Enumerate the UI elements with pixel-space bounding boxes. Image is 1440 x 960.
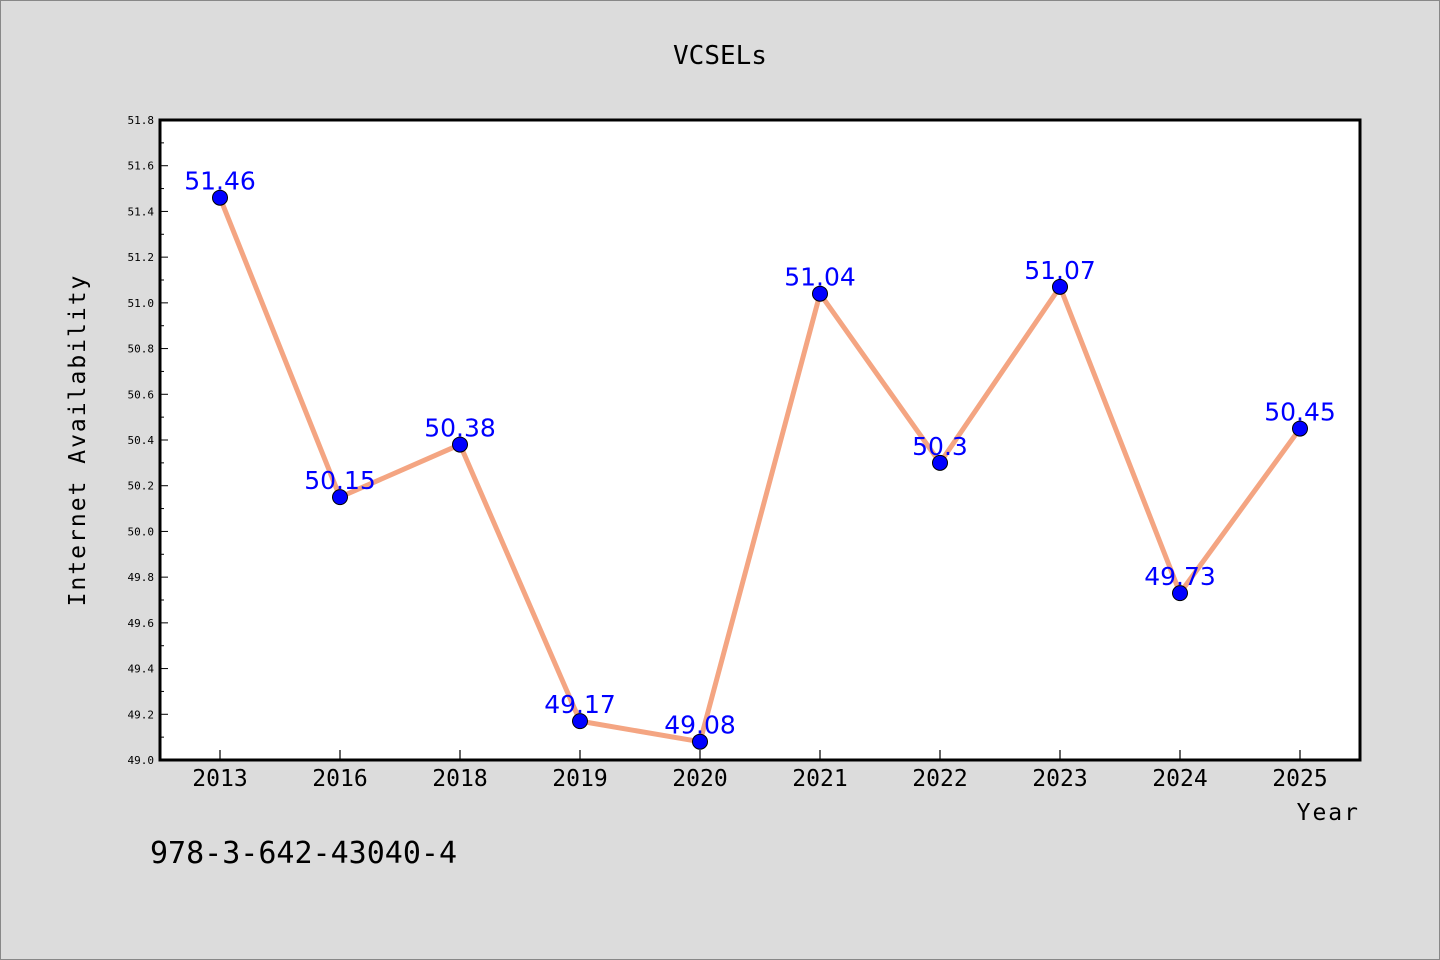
y-tick-label: 49.2 xyxy=(128,708,155,721)
data-label: 50.3 xyxy=(912,432,968,461)
data-label: 50.45 xyxy=(1264,398,1336,427)
data-point-marker xyxy=(692,733,708,750)
data-point-marker xyxy=(932,454,948,471)
y-tick-label: 50.8 xyxy=(128,343,155,356)
data-label: 49.08 xyxy=(664,711,736,740)
data-label: 51.46 xyxy=(184,167,256,196)
data-point-marker xyxy=(452,436,468,453)
data-label: 51.07 xyxy=(1024,256,1096,285)
y-tick-label: 51.2 xyxy=(128,251,155,264)
y-tick-label: 50.4 xyxy=(128,434,155,447)
x-tick-label: 2025 xyxy=(1272,766,1327,792)
x-tick-label: 2013 xyxy=(192,766,247,792)
y-tick-label: 49.8 xyxy=(128,571,155,584)
data-label: 50.38 xyxy=(424,414,496,443)
y-tick-label: 51.4 xyxy=(128,205,155,218)
x-tick-label: 2016 xyxy=(312,766,367,792)
data-point-marker xyxy=(572,713,588,730)
data-label: 51.04 xyxy=(784,263,856,292)
x-tick-label: 2022 xyxy=(912,766,967,792)
data-point-marker xyxy=(1052,278,1068,295)
data-point-marker xyxy=(812,285,828,302)
data-point-marker xyxy=(212,189,228,206)
y-axis-label: Internet Availability xyxy=(65,274,91,607)
footer-isbn: 978-3-642-43040-4 xyxy=(150,836,457,871)
plot-area xyxy=(160,120,1360,760)
data-labels-group: 51.46 50.15 50.38 49.17 49.08 51.04 50.3 51.07 4… xyxy=(184,167,1336,740)
y-tick-label: 51.6 xyxy=(128,160,155,173)
x-tick-label: 2024 xyxy=(1152,766,1207,792)
series-markers-group xyxy=(212,189,1308,750)
plot-frame xyxy=(158,118,1362,762)
y-tick-label: 50.0 xyxy=(128,525,155,538)
x-tick-label: 2023 xyxy=(1032,766,1087,792)
x-tick-label: 2021 xyxy=(792,766,847,792)
x-tick-label: 2019 xyxy=(552,766,607,792)
x-axis-label: Year xyxy=(1297,800,1360,826)
x-tick-label: 2018 xyxy=(432,766,487,792)
data-point-marker xyxy=(1172,585,1188,602)
data-point-marker xyxy=(1292,420,1308,437)
data-label: 50.15 xyxy=(304,466,376,495)
data-point-marker xyxy=(332,489,348,506)
data-label: 49.17 xyxy=(544,690,616,719)
chart-title: VCSELs xyxy=(673,41,767,71)
y-tick-label: 50.6 xyxy=(128,388,155,401)
x-tick-label: 2020 xyxy=(672,766,727,792)
y-tick-label: 51.8 xyxy=(128,114,155,127)
series-line-group xyxy=(217,196,1303,745)
y-tick-label: 51.0 xyxy=(128,297,155,310)
x-axis: 2013 2016 2018 2019 2020 2021 2022 2023 2024 2025 xyxy=(192,750,1328,792)
y-tick-label: 49.6 xyxy=(128,617,155,630)
y-tick-label: 49.4 xyxy=(128,663,155,676)
y-tick-label: 50.2 xyxy=(128,480,155,493)
series-line xyxy=(217,196,1303,745)
data-label: 49.73 xyxy=(1144,562,1216,591)
y-tick-label: 49.0 xyxy=(128,754,155,767)
